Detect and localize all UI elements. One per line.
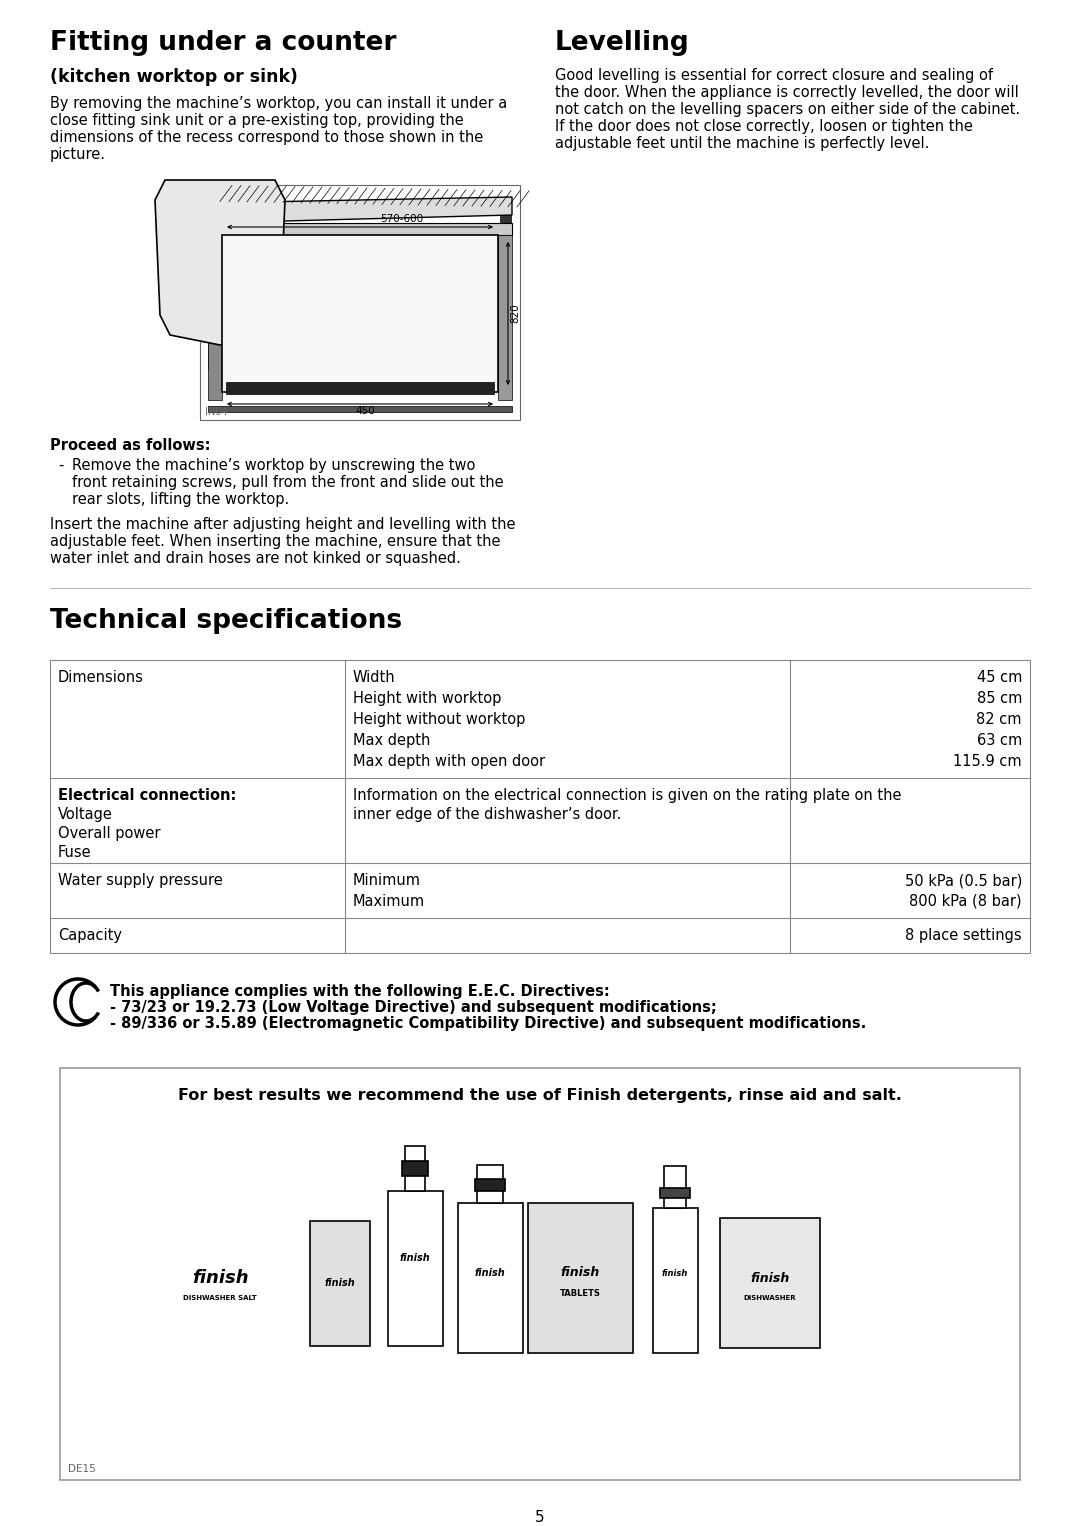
Bar xyxy=(660,1189,690,1198)
Bar xyxy=(498,235,512,400)
Bar xyxy=(477,1164,503,1202)
Polygon shape xyxy=(156,180,285,345)
Text: - 89/336 or 3.5.89 (Electromagnetic Compatibility Directive) and subsequent modi: - 89/336 or 3.5.89 (Electromagnetic Comp… xyxy=(110,1016,866,1032)
Text: If the door does not close correctly, loosen or tighten the: If the door does not close correctly, lo… xyxy=(555,119,973,134)
Bar xyxy=(208,235,222,400)
Text: rear slots, lifting the worktop.: rear slots, lifting the worktop. xyxy=(72,491,289,507)
Text: Capacity: Capacity xyxy=(58,928,122,943)
Bar xyxy=(403,1161,428,1177)
Text: 8 place settings: 8 place settings xyxy=(905,928,1022,943)
Text: 45 cm: 45 cm xyxy=(976,670,1022,685)
Text: the door. When the appliance is correctly levelled, the door will: the door. When the appliance is correctl… xyxy=(555,85,1018,101)
Bar xyxy=(500,211,512,369)
Text: Good levelling is essential for correct closure and sealing of: Good levelling is essential for correct … xyxy=(555,69,993,82)
Bar xyxy=(720,1218,820,1347)
Text: 50 kPa (0.5 bar): 50 kPa (0.5 bar) xyxy=(905,873,1022,888)
Text: finish: finish xyxy=(400,1253,430,1264)
Bar xyxy=(200,185,519,420)
Text: adjustable feet until the machine is perfectly level.: adjustable feet until the machine is per… xyxy=(555,136,930,151)
Bar xyxy=(310,1221,370,1346)
Bar xyxy=(222,235,498,392)
Bar xyxy=(458,1202,523,1354)
Text: 85 cm: 85 cm xyxy=(976,691,1022,707)
Text: TABLETS: TABLETS xyxy=(559,1288,600,1297)
Bar xyxy=(653,1209,698,1354)
Text: picture.: picture. xyxy=(50,146,106,162)
Text: water inlet and drain hoses are not kinked or squashed.: water inlet and drain hoses are not kink… xyxy=(50,551,461,566)
Text: Remove the machine’s worktop by unscrewing the two: Remove the machine’s worktop by unscrewi… xyxy=(72,458,475,473)
Text: not catch on the levelling spacers on either side of the cabinet.: not catch on the levelling spacers on ei… xyxy=(555,102,1021,118)
Text: Overall power: Overall power xyxy=(58,826,161,841)
Text: Fuse: Fuse xyxy=(58,845,92,861)
Text: Width: Width xyxy=(353,670,395,685)
Text: For best results we recommend the use of Finish detergents, rinse aid and salt.: For best results we recommend the use of… xyxy=(178,1088,902,1103)
Bar xyxy=(60,1068,1020,1480)
Text: Max depth: Max depth xyxy=(353,732,430,748)
Polygon shape xyxy=(208,197,512,223)
Text: Levelling: Levelling xyxy=(555,31,690,56)
Text: 115.9 cm: 115.9 cm xyxy=(954,754,1022,769)
Text: 63 cm: 63 cm xyxy=(976,732,1022,748)
Text: Height without worktop: Height without worktop xyxy=(353,713,525,726)
Bar xyxy=(226,382,494,394)
Text: Technical specifications: Technical specifications xyxy=(50,607,402,633)
Text: 450: 450 xyxy=(355,406,375,417)
Text: Fitting under a counter: Fitting under a counter xyxy=(50,31,396,56)
Bar xyxy=(528,1202,633,1354)
Text: inner edge of the dishwasher’s door.: inner edge of the dishwasher’s door. xyxy=(353,807,621,823)
Text: 570-600: 570-600 xyxy=(380,214,423,224)
Text: 5: 5 xyxy=(536,1511,544,1524)
Bar xyxy=(208,223,512,235)
Text: adjustable feet. When inserting the machine, ensure that the: adjustable feet. When inserting the mach… xyxy=(50,534,500,549)
Bar xyxy=(405,1146,424,1190)
Text: finish: finish xyxy=(751,1271,789,1285)
Text: close fitting sink unit or a pre-existing top, providing the: close fitting sink unit or a pre-existin… xyxy=(50,113,463,128)
Text: DISHWASHER: DISHWASHER xyxy=(744,1296,796,1302)
Text: finish: finish xyxy=(191,1270,248,1286)
Text: finish: finish xyxy=(474,1268,505,1277)
Bar xyxy=(220,223,280,233)
Bar xyxy=(475,1180,505,1190)
Bar xyxy=(50,661,1030,954)
Bar xyxy=(388,1190,443,1346)
Bar xyxy=(664,1166,686,1209)
Bar xyxy=(208,406,512,412)
Text: Information on the electrical connection is given on the rating plate on the: Information on the electrical connection… xyxy=(353,787,902,803)
Text: Proceed as follows:: Proceed as follows: xyxy=(50,438,211,453)
Text: Maximum: Maximum xyxy=(353,894,426,909)
Text: Minimum: Minimum xyxy=(353,873,421,888)
Text: Max depth with open door: Max depth with open door xyxy=(353,754,545,769)
Text: -: - xyxy=(58,458,64,473)
Text: Water supply pressure: Water supply pressure xyxy=(58,873,222,888)
Text: By removing the machine’s worktop, you can install it under a: By removing the machine’s worktop, you c… xyxy=(50,96,508,111)
Text: Height with worktop: Height with worktop xyxy=(353,691,501,707)
Text: - 73/23 or 19.2.73 (Low Voltage Directive) and subsequent modifications;: - 73/23 or 19.2.73 (Low Voltage Directiv… xyxy=(110,1000,717,1015)
Text: finish: finish xyxy=(662,1268,688,1277)
Text: finish: finish xyxy=(561,1267,599,1279)
Text: DISHWASHER SALT: DISHWASHER SALT xyxy=(184,1296,257,1302)
Text: Electrical connection:: Electrical connection: xyxy=(58,787,237,803)
Bar xyxy=(440,223,500,233)
Text: finish: finish xyxy=(325,1277,355,1288)
Text: This appliance complies with the following E.E.C. Directives:: This appliance complies with the followi… xyxy=(110,984,610,1000)
Text: Insert the machine after adjusting height and levelling with the: Insert the machine after adjusting heigh… xyxy=(50,517,515,533)
Text: DE15: DE15 xyxy=(68,1463,96,1474)
Text: 820: 820 xyxy=(510,304,519,324)
Text: IN04: IN04 xyxy=(205,407,228,417)
Text: dimensions of the recess correspond to those shown in the: dimensions of the recess correspond to t… xyxy=(50,130,483,145)
Text: front retaining screws, pull from the front and slide out the: front retaining screws, pull from the fr… xyxy=(72,475,503,490)
Text: 82 cm: 82 cm xyxy=(976,713,1022,726)
Text: (kitchen worktop or sink): (kitchen worktop or sink) xyxy=(50,69,298,85)
Text: Voltage: Voltage xyxy=(58,807,113,823)
Text: Dimensions: Dimensions xyxy=(58,670,144,685)
Text: 800 kPa (8 bar): 800 kPa (8 bar) xyxy=(909,894,1022,909)
Bar xyxy=(208,211,220,369)
